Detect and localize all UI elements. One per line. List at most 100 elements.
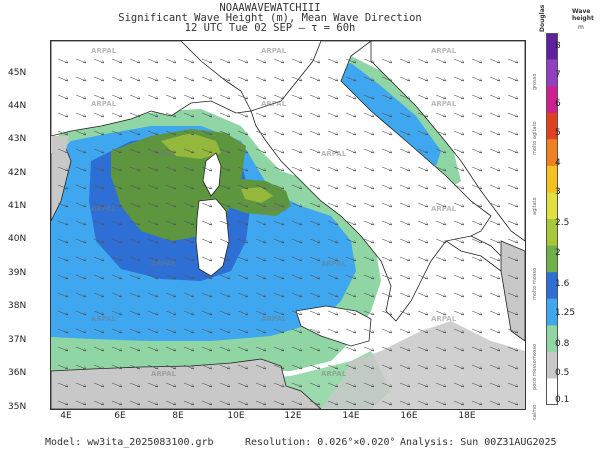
wave-arrow (237, 256, 249, 262)
wave-arrow (129, 346, 141, 352)
wave-arrow (435, 256, 447, 262)
watermark-11: ARPAL (431, 205, 457, 213)
sea-adriatic-blue (323, 63, 441, 166)
wave-arrow (165, 220, 177, 226)
wave-arrow (417, 364, 429, 370)
land-greece (500, 240, 525, 342)
wave-arrow (471, 166, 483, 172)
legend-title-unit: m (578, 24, 584, 31)
wave-arrow (219, 148, 231, 154)
wave-arrow (147, 238, 159, 244)
wave-arrow (417, 382, 429, 388)
wave-arrow (57, 310, 69, 316)
wave-arrow (93, 238, 105, 244)
wave-arrow (327, 220, 339, 226)
legend-swatch (546, 298, 558, 326)
wave-arrow (183, 94, 195, 100)
wave-arrow (489, 202, 501, 208)
wave-arrow (129, 274, 141, 280)
wave-arrow (363, 256, 375, 262)
wave-arrow (291, 346, 303, 352)
wave-arrow (201, 346, 213, 352)
wave-arrow (255, 130, 267, 136)
wave-arrow (183, 292, 195, 298)
wave-arrow (165, 346, 177, 352)
wave-arrow (57, 220, 69, 226)
wave-arrow (111, 328, 123, 334)
watermarks: ARPAL ARPAL ARPAL ARPAL ARPAL ARPAL ARPA… (91, 47, 457, 378)
wave-arrow (147, 346, 159, 352)
wave-arrow (399, 130, 411, 136)
legend-bar-border (546, 33, 558, 405)
wave-arrow (165, 148, 177, 154)
wave-arrow (219, 274, 231, 280)
wave-arrow (57, 274, 69, 280)
wave-arrow (165, 256, 177, 262)
wave-arrow (309, 184, 321, 190)
legend-value-0-8: 0.8 (555, 339, 570, 349)
wave-arrow (75, 184, 87, 190)
wave-arrow (75, 148, 87, 154)
wave-map-svg: ARPAL ARPAL ARPAL ARPAL ARPAL ARPAL ARPA… (51, 41, 525, 409)
wave-arrow (219, 130, 231, 136)
wave-arrow (129, 166, 141, 172)
wave-arrow (345, 364, 357, 370)
wave-arrow (453, 58, 465, 64)
wave-arrow (237, 364, 249, 370)
wave-arrow (111, 148, 123, 154)
wave-arrow (345, 400, 357, 406)
wave-arrow (129, 328, 141, 334)
wave-arrow (363, 346, 375, 352)
wave-arrow (327, 400, 339, 406)
wave-arrow (291, 238, 303, 244)
wave-map[interactable]: ARPAL ARPAL ARPAL ARPAL ARPAL ARPAL ARPA… (50, 40, 526, 410)
legend-swatch (546, 33, 558, 61)
wave-arrow (201, 310, 213, 316)
wave-arrow (93, 274, 105, 280)
wave-arrow (381, 256, 393, 262)
wave-arrow (147, 112, 159, 118)
watermark-9: ARPAL (91, 205, 117, 213)
wave-arrow (435, 346, 447, 352)
wave-arrow (273, 256, 285, 262)
wave-arrow (111, 220, 123, 226)
wave-arrow (345, 346, 357, 352)
lon-label-8e: 8E (172, 411, 184, 421)
wave-arrow (309, 148, 321, 154)
watermark-13: ARPAL (321, 260, 347, 268)
wave-arrow (453, 346, 465, 352)
legend-swatch (546, 165, 558, 193)
wave-arrow (57, 94, 69, 100)
wave-arrow (435, 94, 447, 100)
wave-arrow (435, 184, 447, 190)
wave-arrow (489, 166, 501, 172)
wave-arrow (111, 112, 123, 118)
wave-arrow (309, 310, 321, 316)
wave-arrow (165, 76, 177, 82)
legend-state-poco-mosso: poco mosso (532, 360, 538, 390)
wave-arrow (309, 382, 321, 388)
wave-arrow (255, 166, 267, 172)
wave-arrow (327, 94, 339, 100)
wave-arrow (309, 58, 321, 64)
wave-arrow (201, 328, 213, 334)
wave-arrow (489, 382, 501, 388)
wave-arrow (381, 148, 393, 154)
legend-swatch (546, 192, 558, 220)
wave-arrow (183, 166, 195, 172)
wave-arrow (381, 238, 393, 244)
wave-arrow (453, 256, 465, 262)
wave-arrow (399, 238, 411, 244)
legend-swatch (546, 112, 558, 140)
wave-arrow (93, 166, 105, 172)
wave-arrow (327, 148, 339, 154)
wave-arrow (327, 58, 339, 64)
wave-arrow (507, 328, 519, 334)
wave-arrow (309, 76, 321, 82)
wave-arrow (399, 166, 411, 172)
wave-arrow (327, 256, 339, 262)
lat-label-45n: 45N (8, 68, 27, 78)
wave-arrow (381, 202, 393, 208)
wave-arrow (219, 292, 231, 298)
wave-arrow (255, 220, 267, 226)
